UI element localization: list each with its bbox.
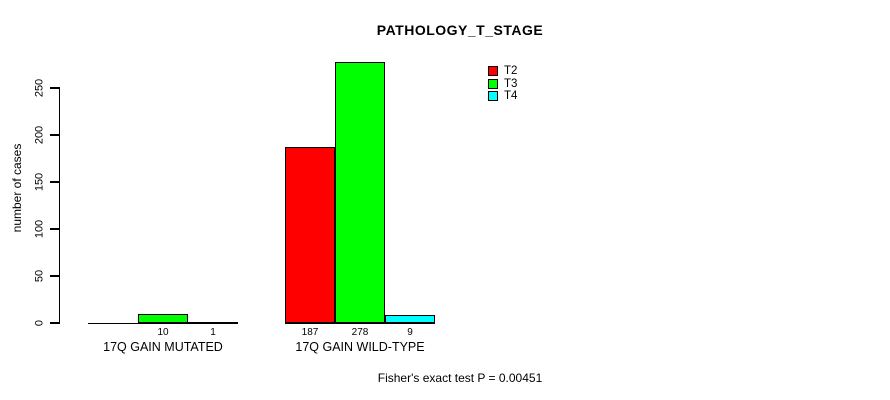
group-baseline [88, 322, 238, 324]
y-tick-label: 200 [33, 125, 46, 145]
legend-label: T2 [504, 65, 518, 77]
y-tick-label: 50 [33, 269, 46, 283]
bar-value-label: 187 [301, 327, 319, 338]
y-axis-line [58, 87, 60, 324]
y-tick-mark [50, 275, 59, 277]
y-tick-mark [50, 322, 59, 324]
y-tick-label: 0 [33, 319, 46, 327]
bar-value-label: 10 [157, 327, 169, 338]
y-axis-title: number of cases [10, 143, 24, 233]
y-tick-label: 150 [33, 172, 46, 192]
bar-T4 [385, 314, 435, 323]
bar-value-label: 278 [351, 327, 369, 338]
bar-T3 [138, 313, 188, 323]
bar-value-label: 1 [210, 327, 216, 338]
y-tick-mark [50, 134, 59, 136]
y-tick-mark [50, 228, 59, 230]
group-baseline [285, 322, 435, 324]
bar-T2 [285, 147, 335, 323]
bar-T4 [188, 321, 238, 324]
legend-label: T4 [504, 90, 518, 102]
bar-T3 [335, 61, 385, 323]
legend-swatch-T2 [488, 66, 498, 76]
legend-swatch-T4 [488, 91, 498, 101]
chart-title: PATHOLOGY_T_STAGE [376, 22, 544, 38]
y-tick-mark [50, 181, 59, 183]
y-tick-label: 100 [33, 219, 46, 239]
legend-swatch-T3 [488, 78, 498, 89]
category-label: 17Q GAIN WILD-TYPE [295, 340, 425, 354]
y-tick-mark [50, 87, 59, 89]
category-label: 17Q GAIN MUTATED [103, 340, 223, 354]
legend-label: T3 [504, 77, 518, 90]
bar-value-label: 9 [407, 327, 413, 338]
statistical-test-annotation: Fisher's exact test P = 0.00451 [377, 371, 543, 385]
y-tick-label: 250 [33, 78, 46, 98]
